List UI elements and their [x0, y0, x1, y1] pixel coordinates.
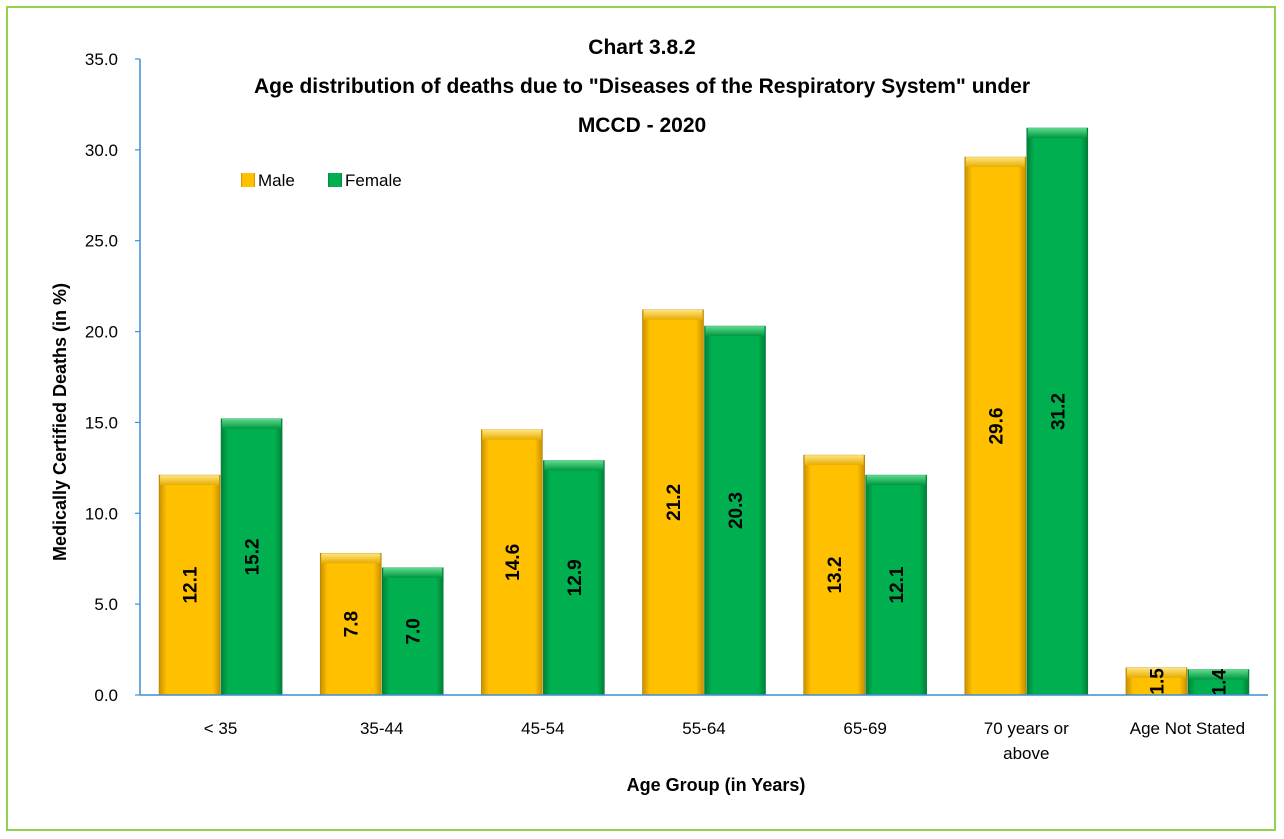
y-tick-label: 0.0	[94, 686, 118, 705]
y-tick-label: 25.0	[85, 232, 118, 251]
y-tick-label: 5.0	[94, 595, 118, 614]
chart-title-line-3: MCCD - 2020	[578, 114, 706, 137]
x-axis-title: Age Group (in Years)	[627, 775, 806, 795]
data-label: 1.5	[1147, 668, 1168, 695]
x-tick-label: 65-69	[843, 719, 886, 738]
bar-male	[964, 156, 1027, 696]
x-tick-label: Age Not Stated	[1130, 719, 1245, 738]
x-tick-label: 45-54	[521, 719, 564, 738]
bar-female	[865, 474, 927, 696]
bar-bevel	[705, 326, 765, 337]
chart-title-line-2: Age distribution of deaths due to "Disea…	[254, 75, 1030, 98]
x-axis: < 35 35-44 45-54 55-64 65-69 70 years or above…	[140, 694, 1268, 763]
bar-bevel	[160, 475, 220, 486]
x-tick-label: 35-44	[360, 719, 403, 738]
data-label: 13.2	[825, 557, 846, 594]
bar-female	[704, 325, 766, 696]
bar-bevel	[965, 157, 1025, 168]
data-label: 20.3	[726, 492, 747, 529]
data-label: 29.6	[986, 408, 1007, 445]
data-label: 12.9	[565, 559, 586, 596]
data-label: 7.8	[342, 611, 363, 637]
data-label: 1.4	[1209, 669, 1230, 696]
bar-bevel	[643, 309, 703, 320]
y-axis: 0.0 5.0 10.0 15.0 20.0 25.0 30.0 35.0	[85, 50, 141, 705]
bar-bevel	[383, 567, 443, 578]
legend-label-female: Female	[345, 171, 402, 190]
bar-bevel	[1188, 669, 1248, 680]
data-labels-group: 12.1 15.2 7.8 7.0 14.6 12.9 21.2 20.3 13.2 12.1 29…	[181, 393, 1231, 695]
chart-title: Chart 3.8.2 Age distribution of deaths d…	[254, 36, 1030, 137]
bar-bevel	[222, 418, 282, 429]
bar-bevel	[1027, 128, 1087, 139]
legend-swatch-male	[241, 173, 255, 187]
bar-female	[1026, 127, 1089, 696]
data-label: 14.6	[503, 544, 524, 581]
y-tick-label: 15.0	[85, 413, 118, 432]
x-tick-label: < 35	[204, 719, 238, 738]
data-label: 12.1	[181, 566, 202, 603]
legend-swatch-female	[328, 173, 342, 187]
bar-bevel	[804, 455, 864, 466]
x-tick-label: 70 years or	[984, 719, 1069, 738]
y-tick-label: 30.0	[85, 141, 118, 160]
bar-male	[481, 429, 543, 696]
chart-title-line-1: Chart 3.8.2	[588, 36, 695, 59]
data-label: 12.1	[887, 566, 908, 603]
x-tick-label: above	[1003, 744, 1049, 763]
data-label: 31.2	[1048, 393, 1069, 430]
data-label: 15.2	[243, 538, 264, 575]
x-tick-label: 55-64	[682, 719, 725, 738]
y-axis-title: Medically Certified Deaths (in %)	[50, 283, 70, 561]
bar-bevel	[321, 553, 381, 564]
y-tick-label: 20.0	[85, 323, 118, 342]
bar-bevel	[544, 460, 604, 471]
y-tick-label: 35.0	[85, 50, 118, 69]
bar-bevel	[1126, 667, 1186, 678]
bar-bevel	[866, 475, 926, 486]
legend: Male Female	[241, 171, 402, 190]
legend-label-male: Male	[258, 171, 295, 190]
bar-male	[803, 454, 865, 696]
data-label: 7.0	[404, 618, 425, 644]
bars-group	[158, 127, 1250, 696]
bar-male	[642, 309, 704, 696]
data-label: 21.2	[664, 484, 685, 521]
bar-bevel	[482, 429, 542, 440]
y-tick-label: 10.0	[85, 504, 118, 523]
